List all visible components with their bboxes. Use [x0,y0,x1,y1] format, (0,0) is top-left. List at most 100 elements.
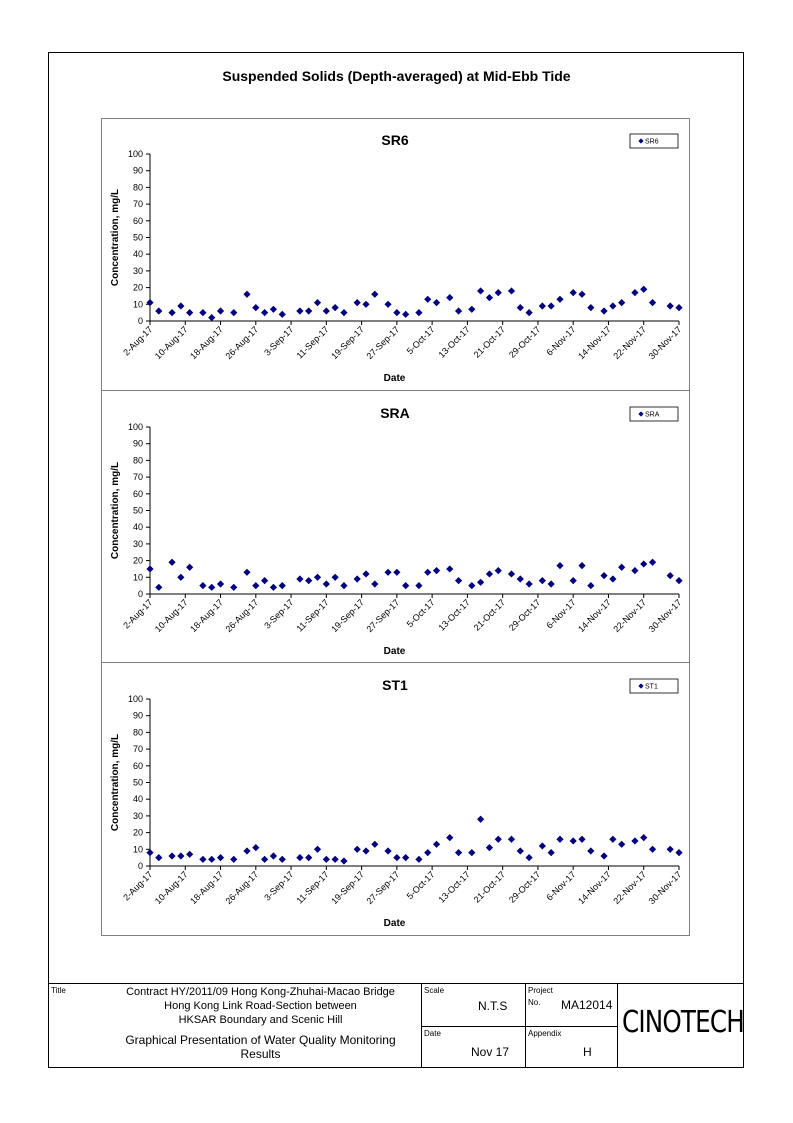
y-tick-label: 30 [133,266,143,276]
page-title: Suspended Solids (Depth-averaged) at Mid… [222,68,571,84]
data-point [446,565,454,573]
data-point [631,567,639,575]
data-point [424,849,432,857]
scale-value: N.T.S [478,999,508,1013]
x-axis-label: Date [384,918,406,929]
y-tick-label: 30 [133,811,143,821]
x-tick-label: 27-Sep-17 [364,597,401,634]
data-point [446,834,454,842]
data-point [199,582,207,590]
data-point [146,299,154,307]
x-tick-label: 5-Oct-17 [405,597,437,629]
x-tick-label: 29-Oct-17 [507,869,542,904]
y-tick-label: 20 [133,283,143,293]
x-tick-label: 30-Nov-17 [647,597,684,634]
x-axis-label: Date [384,373,406,384]
drawing-title: Graphical Presentation of Water Quality … [88,1033,433,1061]
y-tick-label: 80 [133,455,143,465]
data-point [454,307,463,315]
x-tick-label: 30-Nov-17 [647,324,684,361]
project-label: Project [528,986,553,995]
x-tick-label: 10-Aug-17 [153,869,190,906]
y-tick-label: 80 [133,727,143,737]
data-point [485,844,494,852]
data-point [556,835,564,843]
data-point [177,302,185,310]
y-tick-label: 100 [128,694,143,704]
data-point [186,850,194,858]
data-point [402,854,410,862]
data-point [199,309,207,317]
charts-frame [101,118,690,936]
data-point [243,847,251,855]
chart-sr6: SR6 0 10 20 30 40 50 60 70 80 90 100 2-Aug-1710-Aug-… [101,132,690,391]
data-point [296,854,304,862]
x-tick-label: 13-Oct-17 [436,324,471,359]
data-point [666,572,674,580]
x-tick-label: 29-Oct-17 [507,324,542,359]
data-point [296,575,304,583]
y-tick-label: 90 [133,166,143,176]
data-point [216,854,225,862]
data-point [230,855,238,863]
data-point [261,309,269,317]
data-point [538,842,546,850]
data-point [208,855,216,863]
x-tick-label: 18-Aug-17 [188,597,225,634]
data-point [578,562,586,570]
y-tick-label: 100 [128,149,143,159]
date-label: Date [424,1029,441,1038]
y-tick-label: 40 [133,794,143,804]
data-point [269,305,278,313]
x-tick-label: 19-Sep-17 [329,324,366,361]
data-point [313,845,322,853]
x-tick-label: 21-Oct-17 [472,869,507,904]
data-point [261,855,269,863]
x-tick-label: 21-Oct-17 [472,324,507,359]
x-tick-label: 11-Sep-17 [294,324,330,360]
data-point [278,855,286,863]
x-tick-label: 19-Sep-17 [329,869,366,906]
data-point [468,582,476,590]
data-point [362,300,370,308]
data-point [353,299,361,307]
y-tick-label: 0 [138,316,143,326]
y-tick-label: 90 [133,439,143,449]
x-tick-label: 2-Aug-17 [121,869,154,902]
data-point [578,835,586,843]
data-point [525,309,533,317]
data-point [371,580,379,588]
data-point [609,302,617,310]
data-point [494,835,502,843]
appendix-label: Appendix [528,1029,562,1038]
contract-title-line-3: HKSAR Boundary and Scenic Hill [178,1014,343,1026]
data-point [243,290,251,298]
data-point [432,840,441,848]
data-point [155,307,163,315]
data-point [600,307,608,315]
data-point [578,290,586,298]
x-tick-label: 29-Oct-17 [507,597,542,632]
y-tick-label: 50 [133,233,143,243]
x-tick-label: 5-Oct-17 [405,869,437,901]
data-point [216,307,225,315]
data-point [252,844,260,852]
data-point [648,558,657,566]
data-point [322,580,330,588]
data-point [618,299,626,307]
data-point [252,304,260,312]
data-point [415,309,423,317]
data-point [186,563,194,571]
legend-marker [638,683,644,689]
data-point [675,849,683,857]
y-tick-label: 0 [138,589,143,599]
x-tick-label: 26-Aug-17 [223,869,260,906]
y-tick-label: 20 [133,828,143,838]
y-tick-label: 10 [133,844,143,854]
x-tick-label: 27-Sep-17 [364,869,401,906]
data-point [640,560,648,568]
data-point [485,570,494,578]
x-tick-label: 21-Oct-17 [472,597,507,632]
x-tick-label: 14-Nov-17 [576,324,613,361]
y-tick-label: 60 [133,761,143,771]
